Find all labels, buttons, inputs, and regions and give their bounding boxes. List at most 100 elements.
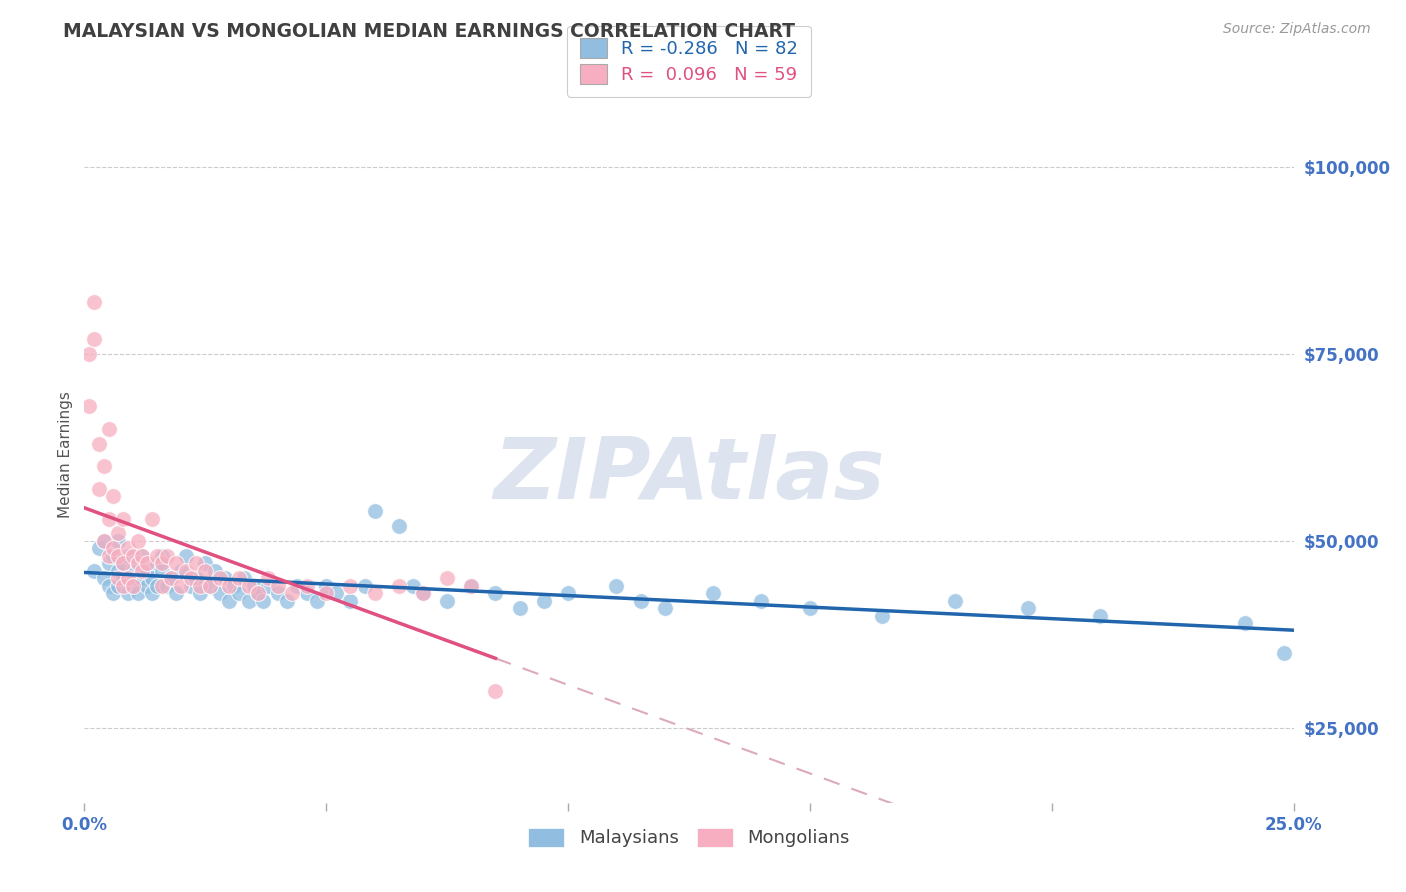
Point: [295, 586, 318, 600]
Point: [121, 579, 143, 593]
Point: [150, 557, 173, 571]
Point: [174, 564, 197, 578]
Point: [112, 557, 135, 571]
Point: [155, 579, 177, 593]
Point: [87, 541, 110, 556]
Point: [141, 571, 163, 585]
Point: [136, 579, 159, 593]
Point: [339, 579, 361, 593]
Point: [654, 601, 676, 615]
Point: [117, 541, 139, 556]
Point: [107, 533, 129, 548]
Point: [136, 557, 159, 571]
Point: [146, 549, 169, 563]
Point: [247, 586, 270, 600]
Point: [285, 579, 308, 593]
Point: [484, 586, 506, 600]
Point: [190, 586, 212, 600]
Point: [484, 683, 506, 698]
Point: [174, 549, 197, 563]
Text: Source: ZipAtlas.com: Source: ZipAtlas.com: [1223, 22, 1371, 37]
Legend: Malaysians, Mongolians: Malaysians, Mongolians: [519, 819, 859, 856]
Point: [228, 586, 250, 600]
Point: [1088, 608, 1111, 623]
Point: [83, 564, 105, 578]
Point: [117, 586, 139, 600]
Point: [247, 586, 270, 600]
Point: [354, 579, 377, 593]
Point: [165, 586, 187, 600]
Point: [872, 608, 894, 623]
Point: [242, 579, 264, 593]
Point: [107, 526, 129, 541]
Text: ZIPAtlas: ZIPAtlas: [494, 434, 884, 517]
Point: [412, 586, 434, 600]
Point: [224, 579, 246, 593]
Point: [97, 549, 120, 563]
Point: [93, 571, 115, 585]
Point: [107, 564, 129, 578]
Point: [87, 482, 110, 496]
Point: [180, 579, 202, 593]
Point: [630, 594, 652, 608]
Point: [97, 579, 120, 593]
Point: [87, 436, 110, 450]
Point: [160, 571, 183, 585]
Point: [204, 564, 226, 578]
Point: [388, 579, 411, 593]
Point: [363, 504, 385, 518]
Point: [194, 557, 217, 571]
Point: [218, 594, 240, 608]
Point: [557, 586, 579, 600]
Point: [155, 549, 177, 563]
Point: [460, 579, 482, 593]
Point: [238, 594, 260, 608]
Point: [127, 586, 149, 600]
Point: [702, 586, 724, 600]
Point: [103, 541, 125, 556]
Text: MALAYSIAN VS MONGOLIAN MEDIAN EARNINGS CORRELATION CHART: MALAYSIAN VS MONGOLIAN MEDIAN EARNINGS C…: [63, 22, 796, 41]
Point: [131, 571, 153, 585]
Point: [97, 557, 120, 571]
Point: [295, 579, 318, 593]
Point: [83, 294, 105, 309]
Point: [107, 579, 129, 593]
Point: [190, 579, 212, 593]
Point: [233, 571, 256, 585]
Point: [97, 422, 120, 436]
Point: [252, 594, 274, 608]
Point: [160, 571, 183, 585]
Point: [180, 571, 202, 585]
Point: [315, 579, 337, 593]
Point: [93, 459, 115, 474]
Point: [208, 586, 231, 600]
Point: [605, 579, 627, 593]
Point: [121, 579, 143, 593]
Point: [127, 557, 149, 571]
Point: [117, 549, 139, 563]
Point: [436, 571, 458, 585]
Point: [198, 579, 221, 593]
Point: [77, 347, 100, 361]
Point: [131, 549, 153, 563]
Point: [150, 579, 173, 593]
Point: [136, 564, 159, 578]
Point: [121, 564, 143, 578]
Point: [198, 579, 221, 593]
Point: [943, 594, 966, 608]
Point: [412, 586, 434, 600]
Point: [257, 571, 280, 585]
Point: [184, 571, 207, 585]
Point: [127, 557, 149, 571]
Point: [131, 564, 153, 578]
Point: [460, 579, 482, 593]
Point: [228, 571, 250, 585]
Point: [97, 511, 120, 525]
Point: [208, 571, 231, 585]
Point: [363, 586, 385, 600]
Point: [127, 533, 149, 548]
Point: [150, 549, 173, 563]
Point: [141, 586, 163, 600]
Point: [1234, 616, 1257, 631]
Point: [533, 594, 555, 608]
